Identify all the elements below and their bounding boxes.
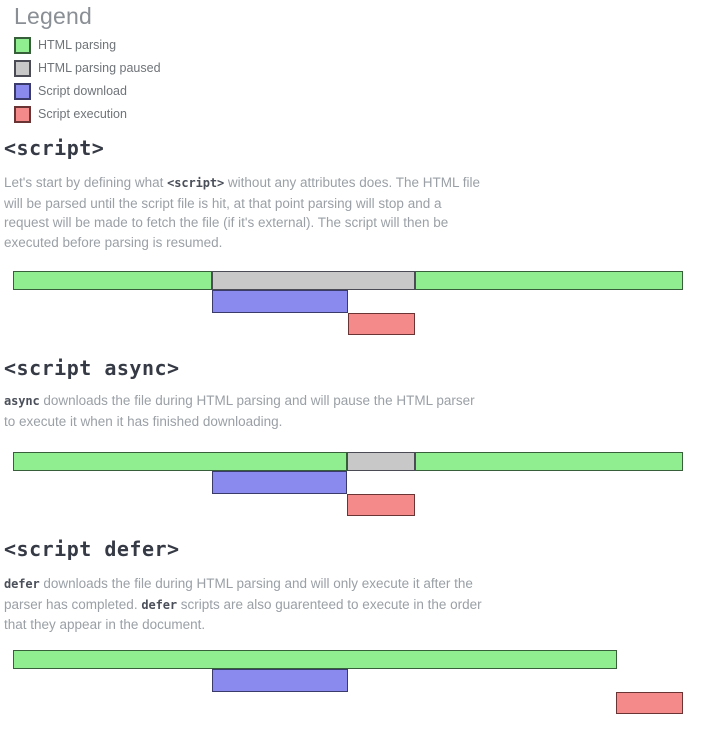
paragraph-text: without any attributes does. The HTML fi… [4, 175, 481, 250]
timeline-bar-green [13, 650, 617, 669]
section-heading-script: <script> [4, 136, 105, 160]
timeline-bar-green [415, 271, 683, 290]
timeline-bar-gray [212, 271, 415, 290]
timeline-bar-green [13, 271, 212, 290]
section-heading-script-defer: <script defer> [4, 537, 180, 561]
legend-item-list: HTML parsing HTML parsing paused Script do… [0, 34, 720, 126]
paragraph-text: downloads the file during HTML parsing a… [4, 576, 473, 612]
timeline-bar-red [348, 313, 415, 335]
timeline-bar-red [616, 692, 683, 714]
legend-title: Legend [14, 3, 92, 29]
paragraph-text: Let's start by defining what [4, 175, 168, 190]
timeline-bar-green [415, 452, 683, 471]
timeline-bar-gray [347, 452, 415, 471]
legend: Legend HTML parsing HTML parsing paused Sc… [0, 0, 720, 126]
timeline-script-defer [0, 650, 720, 714]
section-paragraph-script-defer: defer downloads the file during HTML par… [4, 574, 482, 635]
legend-item-script-download: Script download [0, 80, 720, 103]
section-paragraph-script-async: async downloads the file during HTML par… [4, 391, 482, 431]
timeline-script-async [0, 452, 720, 516]
timeline-bar-blue [212, 669, 348, 692]
legend-item-label: Script download [38, 84, 127, 98]
timeline-bar-blue [212, 471, 347, 494]
paragraph-text: downloads the file during HTML parsing a… [4, 393, 475, 429]
timeline-bar-blue [212, 290, 348, 313]
html-parsing-swatch-icon [14, 37, 31, 54]
script-download-swatch-icon [14, 83, 31, 100]
html-parsing-paused-swatch-icon [14, 60, 31, 77]
legend-item-label: Script execution [38, 107, 127, 121]
inline-code: defer [4, 577, 40, 591]
script-execution-swatch-icon [14, 106, 31, 123]
section-heading-script-async: <script async> [4, 356, 180, 380]
legend-item-html-parsing: HTML parsing [0, 34, 720, 57]
legend-item-label: HTML parsing [38, 38, 117, 52]
paragraph-text: scripts are also guarenteed to execute i… [4, 596, 482, 633]
section-paragraph-script: Let's start by defining what <script> wi… [4, 173, 482, 252]
inline-code: defer [141, 597, 177, 612]
inline-code: async [4, 394, 40, 408]
timeline-script [0, 271, 720, 335]
timeline-bar-red [347, 494, 415, 516]
legend-item-script-execution: Script execution [0, 103, 720, 126]
legend-item-html-parsing-paused: HTML parsing paused [0, 57, 720, 80]
legend-item-label: HTML parsing paused [38, 61, 161, 75]
timeline-bar-green [13, 452, 347, 471]
inline-code: <script> [167, 176, 225, 190]
